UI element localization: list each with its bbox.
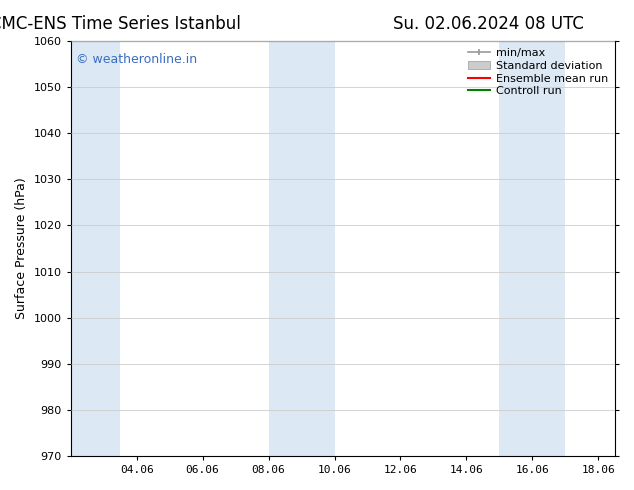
Legend: min/max, Standard deviation, Ensemble mean run, Controll run: min/max, Standard deviation, Ensemble me… <box>463 43 612 101</box>
Y-axis label: Surface Pressure (hPa): Surface Pressure (hPa) <box>15 178 28 319</box>
Text: Su. 02.06.2024 08 UTC: Su. 02.06.2024 08 UTC <box>393 15 584 33</box>
Bar <box>500 41 566 456</box>
Bar <box>71 41 120 456</box>
Text: © weatheronline.in: © weatheronline.in <box>76 53 197 67</box>
Bar <box>269 41 335 456</box>
Text: CMC-ENS Time Series Istanbul: CMC-ENS Time Series Istanbul <box>0 15 241 33</box>
